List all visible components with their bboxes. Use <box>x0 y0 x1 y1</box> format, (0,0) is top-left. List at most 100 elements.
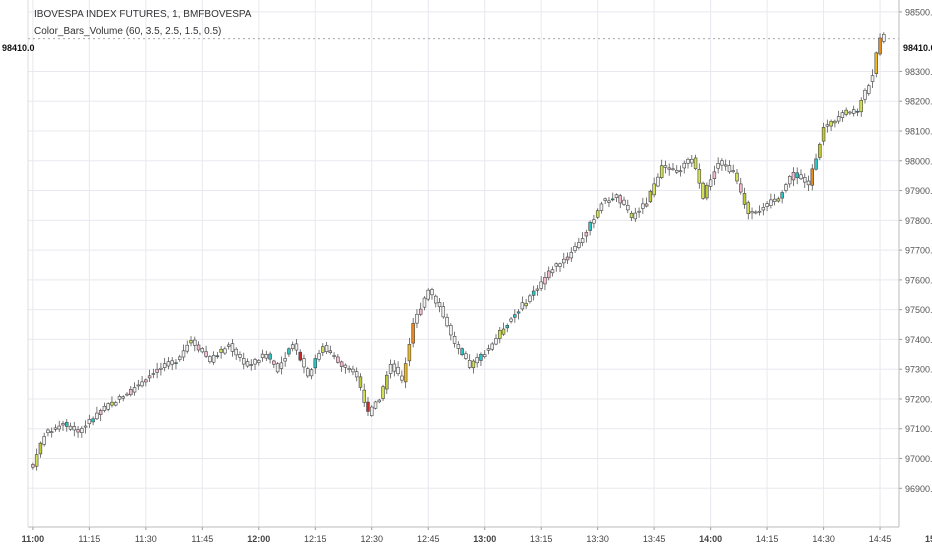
grid-lines <box>28 0 899 527</box>
candle <box>151 368 156 379</box>
candle-body <box>723 164 728 167</box>
candle-body <box>456 344 461 349</box>
candle-body <box>407 344 412 362</box>
candle <box>230 339 235 357</box>
time-axis: 11:00 11:15 11:30 11:45 12:00 12:15 12:30 12:45… <box>22 527 932 544</box>
candle <box>787 175 792 188</box>
y-tick-label: 97500.0 <box>905 305 932 315</box>
candle <box>87 414 92 428</box>
x-tick-label: 12:45 <box>417 534 440 544</box>
candle-body <box>57 425 61 430</box>
candle-body <box>42 436 46 445</box>
candle-body <box>437 302 442 307</box>
candle-body <box>787 176 792 185</box>
candle-body <box>641 203 645 209</box>
candle <box>332 352 336 360</box>
candle-body <box>546 270 551 279</box>
candle-body <box>162 363 167 368</box>
candle-body <box>682 162 686 169</box>
candle-body <box>516 311 521 314</box>
candle <box>309 368 314 380</box>
candle-body <box>592 219 596 224</box>
candle-body <box>328 350 333 353</box>
candle <box>196 341 201 353</box>
candle-body <box>181 350 186 358</box>
candle <box>204 345 208 359</box>
candle-body <box>370 406 374 416</box>
candle <box>200 347 205 354</box>
candle-body <box>196 344 201 351</box>
candle-body <box>825 124 830 127</box>
candle-body <box>358 376 363 388</box>
candle <box>61 420 65 431</box>
candle-body <box>253 359 257 365</box>
candle-body <box>870 75 875 82</box>
candle <box>821 122 826 146</box>
candle <box>49 427 54 438</box>
candle-body <box>584 232 589 237</box>
candle-body <box>742 193 747 205</box>
candle <box>573 242 577 254</box>
candle-body <box>110 401 114 406</box>
candle-body <box>712 171 717 180</box>
candle-body <box>230 343 235 352</box>
candle-body <box>49 431 54 433</box>
x-tick-label: 14:45 <box>869 534 892 544</box>
candle-body <box>765 203 769 207</box>
candle-body <box>859 100 863 113</box>
candle-body <box>531 290 536 296</box>
y-tick-label: 98200.0 <box>905 97 932 107</box>
candle-body <box>678 170 683 173</box>
y-tick-label: 98300.0 <box>905 67 932 77</box>
left-price-label: 98410.0 <box>2 43 35 53</box>
candle <box>810 164 815 191</box>
candle <box>735 169 739 185</box>
candle <box>279 356 284 375</box>
candle-body <box>667 167 671 170</box>
candle-body <box>663 165 668 168</box>
candle <box>400 370 404 384</box>
candle <box>215 351 220 359</box>
candle-body <box>53 427 58 430</box>
candle-body <box>441 306 446 318</box>
candle-body <box>272 360 276 365</box>
candle <box>38 441 43 458</box>
candle <box>705 182 709 201</box>
candle-body <box>693 157 698 169</box>
candle <box>283 351 287 367</box>
candle <box>377 398 382 404</box>
x-tick-label: 13:15 <box>530 534 553 544</box>
x-tick-label: 12:15 <box>304 534 327 544</box>
y-tick-label: 97600.0 <box>905 275 932 285</box>
chart-title: IBOVESPA INDEX FUTURES, 1, BMFBOVESPA <box>34 9 252 20</box>
candle-body <box>373 401 378 409</box>
candle <box>166 357 171 370</box>
candle-body <box>482 354 487 358</box>
candle <box>599 201 604 214</box>
candle <box>769 193 773 209</box>
candle <box>53 424 58 432</box>
candle <box>272 359 276 369</box>
candle-body <box>290 344 295 349</box>
candle <box>482 350 487 359</box>
candle <box>641 197 645 214</box>
candle-body <box>821 127 826 142</box>
candle-body <box>125 393 129 396</box>
candle <box>584 229 589 243</box>
candle-body <box>855 110 860 113</box>
candle <box>242 352 246 370</box>
candle-body <box>727 165 732 173</box>
candle <box>456 341 461 355</box>
candle-body <box>588 221 592 231</box>
candle-body <box>565 256 570 261</box>
candle-body <box>622 199 626 205</box>
candle-body <box>434 295 438 304</box>
candle-body <box>844 109 848 115</box>
candle-body <box>467 360 472 368</box>
candle <box>780 190 784 204</box>
candle <box>275 362 280 374</box>
x-tick-label: 11:15 <box>78 534 100 544</box>
candle-body <box>121 396 125 399</box>
candle <box>814 153 818 171</box>
